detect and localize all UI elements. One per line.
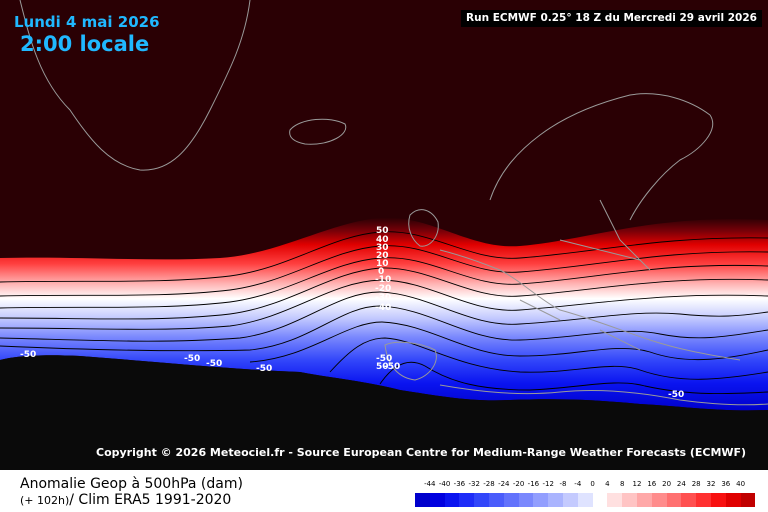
contour-label: -50 [668,390,684,400]
british-isles-coast [408,209,439,247]
contour-value-labels: 50 40 30 20 10 0 -10 -20 -30 -40 -50 -50… [20,226,684,400]
copyright-notice: Copyright © 2026 Meteociel.fr - Source E… [96,446,747,459]
contour-label: 40 [376,235,389,245]
legend-label: 0 [590,480,595,488]
legend-label: -24 [498,480,510,488]
legend-label: 8 [619,480,625,488]
greenland-coast [19,0,251,171]
forecast-date: Lundi 4 mai 2026 [14,13,160,31]
legend-label: -20 [512,480,525,488]
legend-color-cell [681,493,697,507]
legend-color-cell [415,493,430,507]
contour-label: 50 [376,226,389,236]
legend-color-cell [459,493,475,507]
coastlines [19,0,768,406]
legend-color-cell [518,493,534,507]
legend-label: -28 [483,480,495,488]
contour-label: 30 [376,243,389,253]
legend-label: -32 [468,480,480,488]
legend-label: -8 [559,480,567,488]
legend-color-cell [725,493,741,507]
contour-label: -30 [375,293,391,303]
legend-label: -44 [424,480,436,488]
legend-label: -40 [438,480,451,488]
contour-label: -20 [375,284,391,294]
forecast-map: 50 40 30 20 10 0 -10 -20 -30 -40 -50 -50… [0,0,768,470]
legend-color-cell [444,493,460,507]
legend-label: 20 [662,480,672,488]
legend-color-cell [592,493,608,507]
field-title: Anomalie Geop à 500hPa (dam) [20,476,243,492]
contour-label: -50 [256,364,272,374]
contour-lines [0,231,768,395]
model-run-info: Run ECMWF 0.25° 18 Z du Mercredi 29 avri… [461,10,762,27]
legend-color-cell [562,493,578,507]
legend-color-cell [696,493,711,507]
legend-label: 16 [647,480,657,488]
legend-label: -16 [527,480,540,488]
field-subtitle: (+ 102h)/ Clim ERA5 1991-2020 [20,492,231,508]
contour-label: 10 [376,259,389,269]
contour-label: 50 [376,362,389,372]
east-europe-borders [519,199,651,351]
contour-label: -40 [375,303,391,313]
legend-color-cell [607,493,623,507]
southern-mask [0,355,768,470]
forecast-time: 2:00 locale [20,32,150,56]
legend-color-cell [636,493,652,507]
legend-color-cell [666,493,682,507]
contour-label: -50 [20,350,36,360]
legend-color-cell [622,493,637,507]
europe-coast [439,249,741,361]
legend-color-cell [503,493,519,507]
legend-label: 36 [721,480,731,488]
legend-label: 12 [632,480,642,488]
contour-label: -50 [206,359,222,369]
map-footer: Anomalie Geop à 500hPa (dam) (+ 102h)/ C… [0,470,768,512]
legend-label: 32 [706,480,716,488]
anomaly-field: 50 40 30 20 10 0 -10 -20 -30 -40 -50 -50… [0,0,768,470]
legend-label: 4 [605,480,610,488]
legend-color-cell [710,493,726,507]
legend-color-cell [533,493,549,507]
climatology-reference: / Clim ERA5 1991-2020 [69,492,232,508]
iceland-coast [289,118,347,145]
legend-color-cell [577,493,593,507]
legend-color-cell [429,493,445,507]
legend-color-cell [548,493,563,507]
legend-label: 28 [691,480,701,488]
legend-label: -12 [542,480,554,488]
legend-color-cell [651,493,667,507]
legend-color-cell [740,493,756,507]
contour-label: -50 [384,362,400,372]
legend-label: -4 [574,480,582,488]
contour-label: 0 [378,267,384,277]
contour-label: -50 [184,354,200,364]
lead-time: (+ 102h) [20,494,70,507]
color-legend [415,493,756,507]
legend-label: 40 [736,480,746,488]
iberia-coast [384,341,437,381]
mediterranean-coast [439,384,768,406]
legend-label: -36 [453,480,466,488]
scandinavia-coast [489,93,714,221]
legend-color-cell [474,493,489,507]
contour-label: 20 [376,251,389,261]
legend-color-cell [488,493,504,507]
legend-label: 24 [676,480,686,488]
contour-label: -50 [376,354,392,364]
contour-label: -10 [375,275,391,285]
